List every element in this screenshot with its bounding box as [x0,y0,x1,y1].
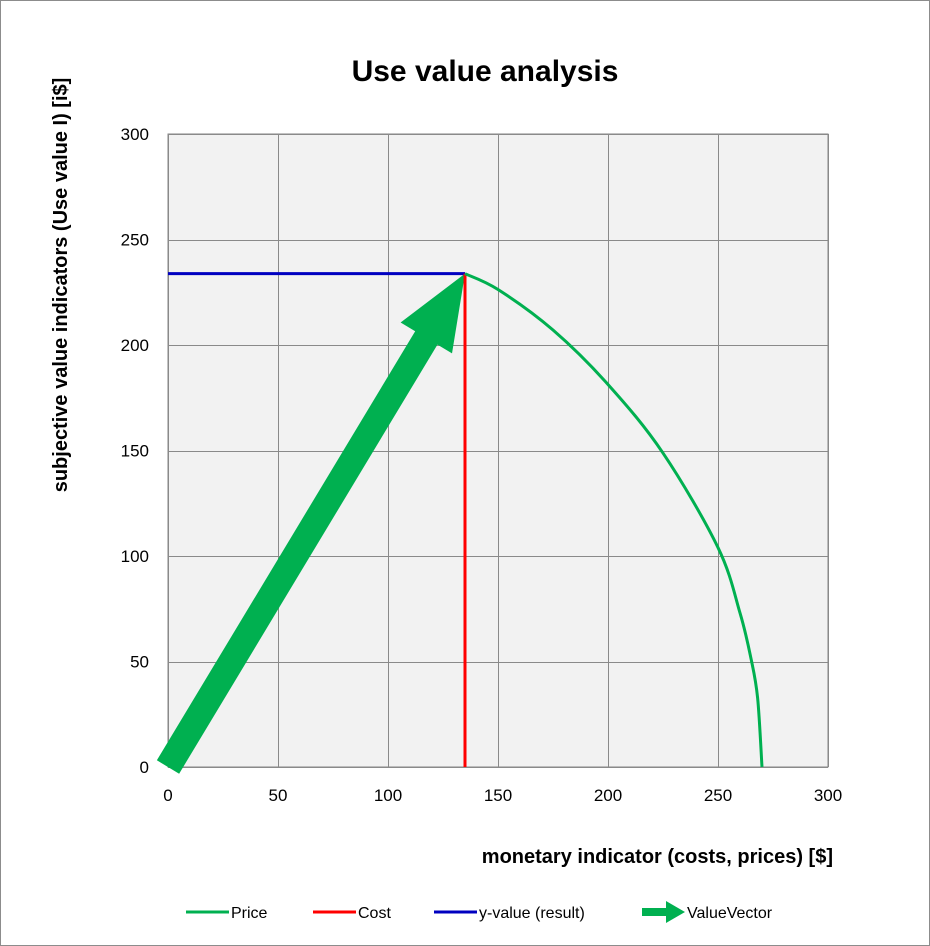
x-tick-label: 250 [704,786,732,805]
series-valuevector [156,273,465,774]
y-tick-label: 200 [121,336,149,355]
legend: Price Cost y-value (result) ValueVector [186,901,773,923]
x-tick-label: 200 [594,786,622,805]
legend-label: ValueVector [687,905,773,922]
y-tick-label: 0 [140,758,149,777]
y-tick-label: 100 [121,547,149,566]
x-tick-label: 150 [484,786,512,805]
grid-lines [168,134,829,768]
y-tick-label: 250 [121,231,149,250]
x-tick-label: 300 [814,786,842,805]
y-axis-label: subjective value indicators (Use value I… [50,78,72,493]
x-axis-label: monetary indicator (costs, prices) [$] [482,846,833,868]
x-tick-label: 50 [269,786,288,805]
legend-swatch [642,901,685,923]
x-tick-labels: 0 50 100 150 200 250 300 [163,786,842,805]
y-tick-label: 150 [121,442,149,461]
legend-label: y-value (result) [479,905,585,922]
series-layer [156,272,764,774]
y-tick-label: 50 [130,653,149,672]
series-price [464,272,764,768]
x-tick-label: 0 [163,786,172,805]
chart-title: Use value analysis [352,55,619,88]
y-tick-label: 300 [121,125,149,144]
legend-label: Cost [358,905,391,922]
legend-label: Price [231,905,268,922]
y-tick-labels: 0 50 100 150 200 250 300 [121,125,149,777]
x-tick-label: 100 [374,786,402,805]
